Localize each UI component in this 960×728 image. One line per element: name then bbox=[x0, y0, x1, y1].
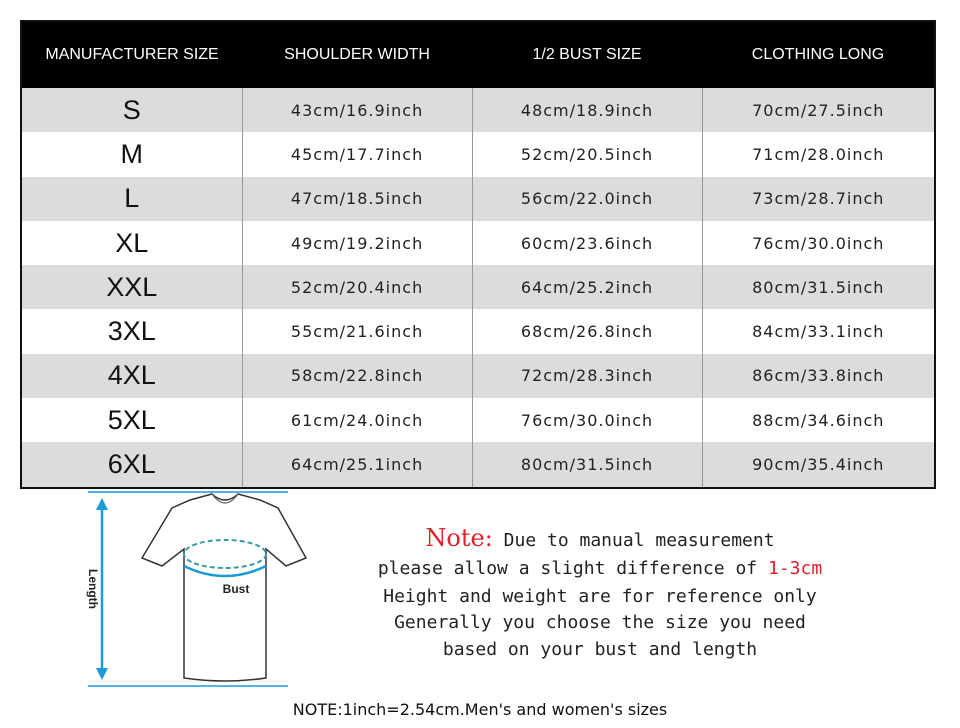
table-row: XXL 52cm/20.4inch 64cm/25.2inch 80cm/31.5in… bbox=[21, 265, 935, 310]
clothing-long-cell: 84cm/33.1inch bbox=[701, 309, 935, 354]
shoulder-width-cell: 43cm/16.9inch bbox=[241, 88, 473, 133]
clothing-long-cell: 86cm/33.8inch bbox=[701, 353, 935, 399]
size-cell: 3XL bbox=[107, 316, 156, 347]
length-label: Length bbox=[86, 569, 100, 609]
table-row: 4XL 58cm/22.8inch 72cm/28.3inch 86cm/33.8in… bbox=[21, 353, 935, 399]
table-row: XL 49cm/19.2inch 60cm/23.6inch 76cm/30.0inc… bbox=[21, 220, 935, 266]
shoulder-width-cell: 49cm/19.2inch bbox=[241, 220, 473, 266]
clothing-long-cell: 73cm/28.7inch bbox=[701, 176, 935, 221]
header-shoulder-width: SHOULDER WIDTH bbox=[242, 21, 473, 88]
table-row: L 47cm/18.5inch 56cm/22.0inch 73cm/28.7inch bbox=[21, 176, 935, 221]
note-line-2: please allow a slight difference of 1-3c… bbox=[340, 558, 860, 579]
note-line-3: Height and weight are for reference only bbox=[383, 586, 817, 607]
shoulder-width-cell: 52cm/20.4inch bbox=[241, 265, 473, 310]
tshirt-measurement-diagram: Length Bust bbox=[86, 491, 308, 687]
bust-size-cell: 64cm/25.2inch bbox=[471, 265, 703, 310]
size-cell: 6XL bbox=[21, 442, 243, 488]
header-manufacturer-size: MANUFACTURER SIZE bbox=[21, 21, 243, 88]
header-bust-size: 1/2 BUST SIZE bbox=[472, 21, 703, 88]
bust-size-cell: 56cm/22.0inch bbox=[471, 176, 703, 221]
table-row: 6XL 64cm/25.1inch 80cm/31.5inch 90cm/35.4in… bbox=[21, 442, 935, 488]
shoulder-width-cell: 58cm/22.8inch bbox=[241, 353, 473, 399]
shoulder-width-cell: 47cm/18.5inch bbox=[241, 176, 473, 221]
size-cell: L bbox=[21, 176, 243, 221]
size-chart-table: MANUFACTURER SIZE SHOULDER WIDTH 1/2 BUS… bbox=[20, 20, 936, 489]
shoulder-width-cell: 55cm/21.6inch bbox=[241, 309, 473, 354]
clothing-long-cell: 71cm/28.0inch bbox=[701, 132, 935, 177]
bust-size-cell: 68cm/26.8inch bbox=[471, 309, 703, 354]
clothing-long-cell: 76cm/30.0inch bbox=[701, 220, 935, 266]
header-clothing-long: CLOTHING LONG bbox=[702, 21, 935, 88]
size-cell: 5XL bbox=[107, 404, 156, 435]
tshirt-outline-icon bbox=[140, 493, 308, 682]
shoulder-width-cell: 45cm/17.7inch bbox=[241, 132, 473, 177]
shoulder-width-cell: 61cm/24.0inch bbox=[241, 398, 473, 443]
bust-dashed-line bbox=[183, 539, 267, 569]
note-text-2: please allow a slight difference of bbox=[377, 558, 768, 579]
bust-line bbox=[183, 564, 267, 578]
bust-size-cell: 52cm/20.5inch bbox=[471, 132, 703, 177]
bust-size-cell: 60cm/23.6inch bbox=[471, 220, 703, 266]
note-line-5: based on your bust and length bbox=[442, 639, 758, 660]
note-text-1: Due to manual measurement bbox=[503, 530, 775, 551]
length-arrow-icon bbox=[96, 498, 108, 680]
table-row: 3XL 55cm/21.6inch 68cm/26.8inch 84cm/33.1in… bbox=[21, 309, 935, 354]
shoulder-width-cell: 64cm/25.1inch bbox=[241, 442, 473, 488]
bust-label: Bust bbox=[223, 582, 250, 596]
clothing-long-cell: 70cm/27.5inch bbox=[701, 88, 935, 133]
bust-size-cell: 72cm/28.3inch bbox=[471, 353, 703, 399]
size-cell: M bbox=[120, 138, 144, 169]
note-line-1: Note: Due to manual measurement bbox=[340, 524, 860, 552]
bust-size-cell: 76cm/30.0inch bbox=[471, 398, 703, 443]
note-title: Note: bbox=[425, 524, 493, 552]
size-cell: S bbox=[21, 88, 243, 133]
table-row: S 43cm/16.9inch 48cm/18.9inch 70cm/27.5inch bbox=[21, 88, 935, 133]
size-cell: XXL bbox=[21, 265, 243, 310]
clothing-long-cell: 80cm/31.5inch bbox=[701, 265, 935, 310]
size-cell: 4XL bbox=[21, 353, 243, 399]
note-highlight: 1-3cm bbox=[767, 558, 823, 579]
table-header-row: MANUFACTURER SIZE SHOULDER WIDTH 1/2 BUS… bbox=[21, 21, 935, 88]
footer-note: NOTE:1inch=2.54cm.Men's and women's size… bbox=[292, 700, 668, 719]
table-row: M 45cm/17.7inch 52cm/20.5inch 71cm/28.0inch bbox=[21, 132, 935, 177]
clothing-long-cell: 90cm/35.4inch bbox=[701, 442, 935, 488]
bust-size-cell: 48cm/18.9inch bbox=[471, 88, 703, 133]
note-line-4: Generally you choose the size you need bbox=[394, 612, 806, 633]
table-row: 5XL 61cm/24.0inch 76cm/30.0inch 88cm/34.6in… bbox=[21, 398, 935, 443]
size-cell: XL bbox=[115, 227, 149, 258]
bust-size-cell: 80cm/31.5inch bbox=[471, 442, 703, 488]
clothing-long-cell: 88cm/34.6inch bbox=[701, 398, 935, 443]
